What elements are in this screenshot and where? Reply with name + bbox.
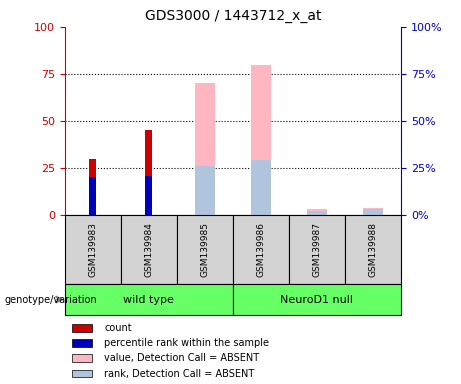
- Text: GSM139985: GSM139985: [200, 222, 209, 277]
- Bar: [251, 65, 271, 215]
- Bar: [145, 131, 152, 215]
- Bar: [233, 215, 289, 284]
- Bar: [307, 211, 327, 215]
- Bar: [72, 324, 92, 332]
- Text: GSM139987: GSM139987: [313, 222, 321, 277]
- Bar: [65, 215, 121, 284]
- Text: genotype/variation: genotype/variation: [5, 295, 97, 305]
- Bar: [233, 284, 401, 315]
- Text: GSM139988: GSM139988: [368, 222, 378, 277]
- Bar: [72, 370, 92, 377]
- Bar: [345, 215, 401, 284]
- Text: NeuroD1 null: NeuroD1 null: [280, 295, 354, 305]
- Text: value, Detection Call = ABSENT: value, Detection Call = ABSENT: [104, 353, 259, 363]
- Bar: [307, 209, 327, 215]
- Text: GSM139986: GSM139986: [256, 222, 266, 277]
- Bar: [121, 215, 177, 284]
- Bar: [145, 175, 152, 215]
- Bar: [363, 209, 383, 215]
- Bar: [89, 159, 96, 215]
- Bar: [195, 166, 214, 215]
- Bar: [89, 177, 96, 215]
- Text: GSM139984: GSM139984: [144, 222, 153, 277]
- Bar: [177, 215, 233, 284]
- Bar: [363, 207, 383, 215]
- Text: rank, Detection Call = ABSENT: rank, Detection Call = ABSENT: [104, 369, 254, 379]
- Text: GSM139983: GSM139983: [88, 222, 97, 277]
- Bar: [72, 339, 92, 347]
- Bar: [251, 161, 271, 215]
- Title: GDS3000 / 1443712_x_at: GDS3000 / 1443712_x_at: [145, 9, 321, 23]
- Text: wild type: wild type: [123, 295, 174, 305]
- Bar: [289, 215, 345, 284]
- Text: count: count: [104, 323, 132, 333]
- Bar: [195, 83, 214, 215]
- Bar: [72, 354, 92, 362]
- Text: percentile rank within the sample: percentile rank within the sample: [104, 338, 269, 348]
- Bar: [65, 284, 233, 315]
